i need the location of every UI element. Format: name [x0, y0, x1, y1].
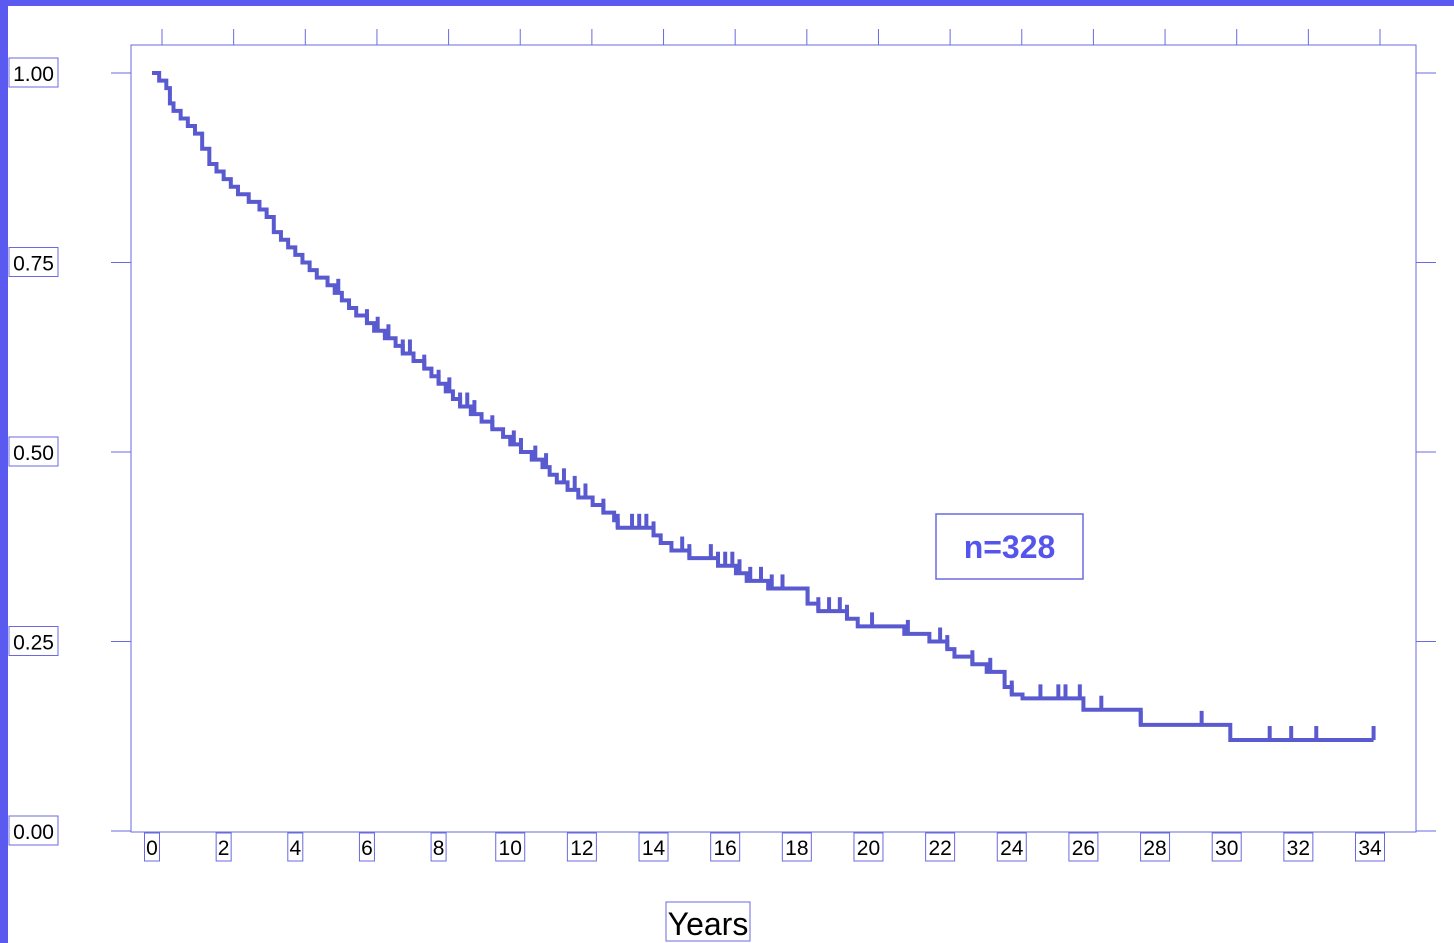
x-tick-label-box [781, 832, 812, 862]
censor-marks [336, 278, 1376, 741]
x-tick-label: 24 [1000, 837, 1024, 860]
x-tick-label: 16 [713, 837, 736, 860]
x-tick-label: 22 [928, 837, 951, 860]
survival-curve [152, 71, 1374, 743]
x-tick-label-box [144, 832, 160, 862]
x-tick-label-box [358, 832, 375, 862]
x-tick-label: 10 [499, 837, 522, 860]
y-tick-label: 0.25 [13, 632, 54, 655]
x-tick-label-box [1283, 832, 1314, 862]
x-axis-title-group: Years [665, 901, 751, 942]
x-tick-label-box [1355, 832, 1385, 862]
y-tick-label: 0.50 [13, 442, 54, 465]
x-axis-title: Years [668, 906, 749, 942]
x-tick-label: 14 [642, 837, 666, 860]
x-tick-label-box [710, 832, 741, 862]
x-tick-label-box [925, 832, 956, 862]
y-tick-label-box [8, 247, 59, 277]
y-axis: 0.00 0.25 0.50 0.75 1.00 [8, 57, 1436, 846]
sample-size-annotation: n=328 [935, 513, 1084, 580]
x-tick-label: 4 [289, 837, 301, 860]
x-tick-label-box [853, 832, 884, 862]
x-tick-label: 20 [857, 837, 880, 860]
annotation-box [935, 513, 1084, 580]
x-tick-label: 18 [785, 837, 808, 860]
x-tick-label: 6 [361, 837, 373, 860]
x-tick-label-box [430, 832, 447, 862]
x-tick-label-box [996, 832, 1027, 862]
x-tick-label-box [1140, 832, 1171, 862]
x-tick-label-box [215, 832, 232, 862]
y-tick-label-box [8, 436, 59, 467]
annotation-text: n=328 [964, 529, 1056, 565]
x-tick-label-box [1211, 832, 1242, 862]
top-border [0, 0, 1454, 6]
plot-area-frame [130, 44, 1417, 833]
x-tick-label: 34 [1358, 837, 1382, 860]
x-tick-label: 28 [1143, 837, 1166, 860]
y-tick-label-box [8, 815, 59, 846]
x-tick-label: 12 [570, 837, 593, 860]
x-tick-label-box [287, 832, 304, 862]
y-tick-label: 0.75 [13, 253, 54, 276]
survival-series [152, 71, 1374, 743]
x-tick-label-box [495, 832, 526, 862]
x-tick-label: 32 [1287, 837, 1310, 860]
x-tick-label: 26 [1072, 837, 1095, 860]
y-tick-label: 1.00 [13, 63, 54, 86]
x-tick-label-box [638, 832, 669, 862]
x-axis-title-box [665, 901, 751, 942]
x-tick-label: 8 [433, 837, 445, 860]
x-tick-label-box [566, 832, 597, 862]
y-tick-label-box [8, 626, 59, 656]
x-axis: 0 2 4 6 8 10 12 14 16 18 20 22 24 26 28 30 32 34 [144, 29, 1385, 862]
y-tick-label: 0.00 [13, 821, 54, 844]
y-tick-label-box [8, 57, 59, 88]
x-tick-label: 0 [146, 837, 158, 860]
left-border [0, 0, 8, 943]
x-tick-label: 2 [218, 837, 230, 860]
x-tick-label-box [1068, 832, 1099, 862]
x-tick-label: 30 [1215, 837, 1238, 860]
